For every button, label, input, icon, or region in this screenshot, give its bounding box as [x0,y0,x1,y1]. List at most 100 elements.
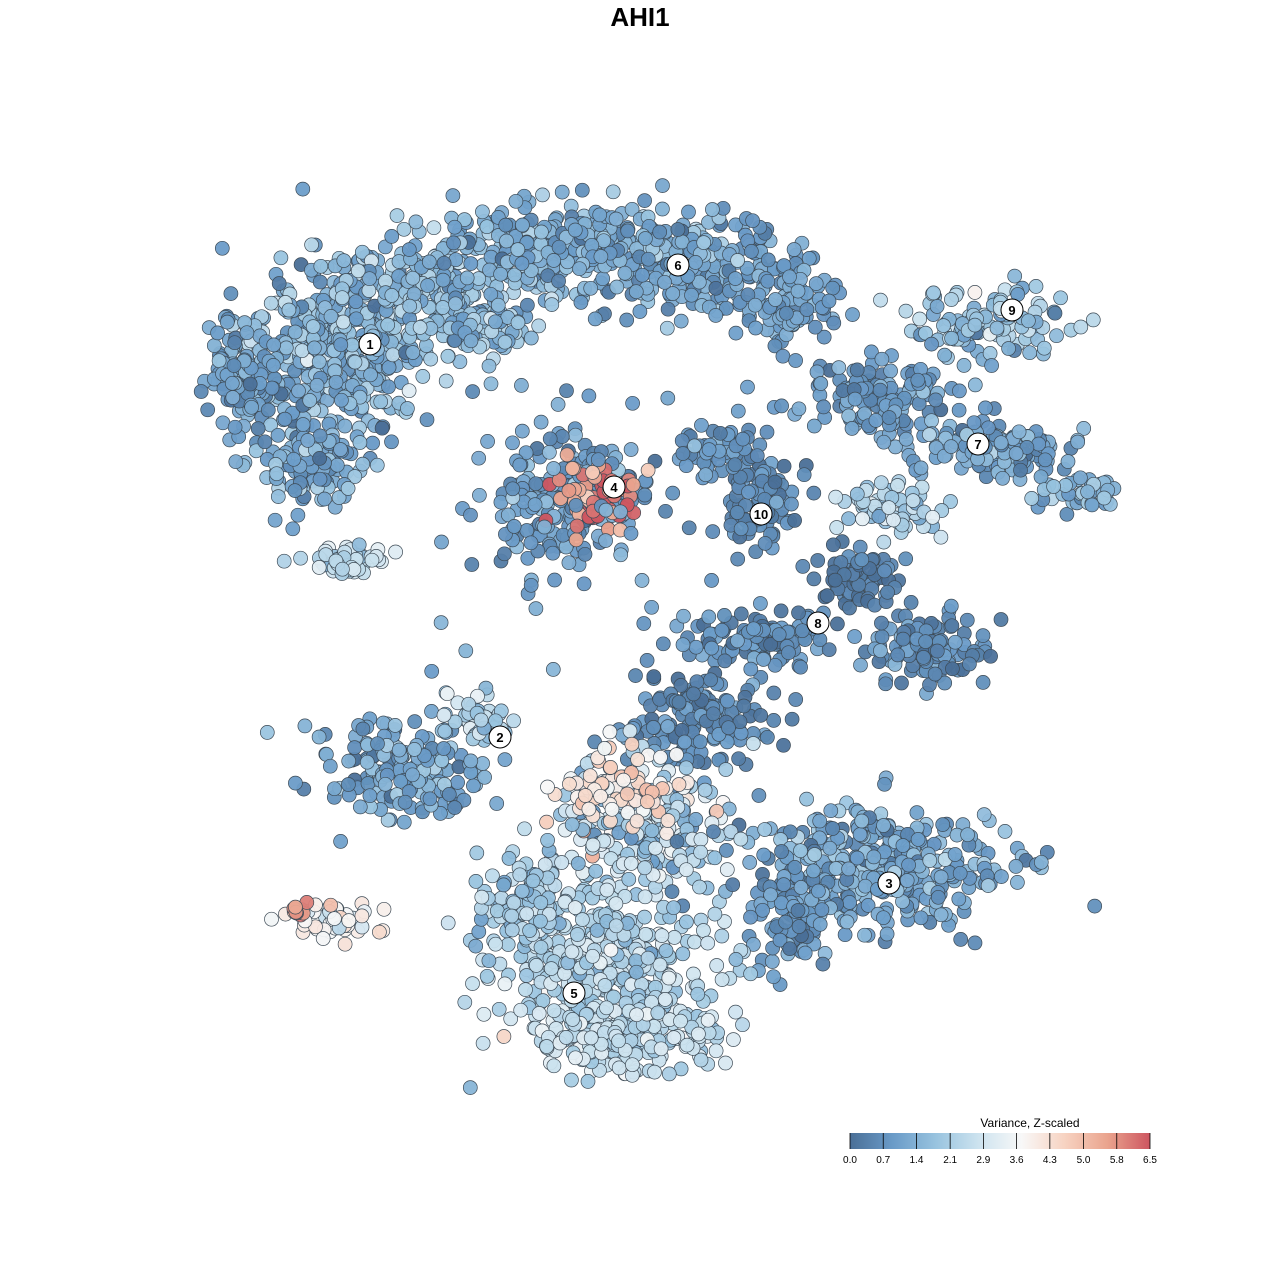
cell-point [290,507,306,523]
cell-point [491,1001,507,1017]
cell-point [845,307,860,322]
cell-point [925,509,940,525]
cell-point [667,930,682,945]
cell-point [677,734,692,750]
cell-point [700,935,716,951]
cell-point [585,837,601,853]
cell-point [440,915,456,931]
cell-point [554,184,570,200]
cell-point [352,799,368,815]
cell-point [993,612,1009,627]
cell-point [302,393,318,408]
cell-point [912,311,928,327]
cell-point [929,299,945,314]
cell-point [653,749,668,765]
cell-point [1085,312,1101,328]
cell-point [412,320,428,335]
cell-point [210,325,225,341]
cell-point [849,362,865,378]
cell-point [313,258,329,274]
cell-point [873,292,888,308]
cell-point [876,910,891,926]
cell-point [714,972,730,987]
cell-point [745,213,760,229]
cell-point [670,222,686,237]
cell-point [909,805,925,820]
cell-point [309,377,325,393]
cell-point [744,244,759,259]
cell-point [730,551,746,567]
cell-point [757,536,773,551]
cell-point [1011,424,1027,440]
cell-point [381,360,397,375]
cell-point [757,822,773,837]
cell-point [381,379,396,395]
cell-point [322,758,338,774]
cell-point [886,512,901,528]
cell-point [841,408,857,424]
cell-point [384,434,399,450]
cell-point [496,1029,512,1044]
cell-point [540,779,555,795]
cell-point [294,343,310,359]
cell-point [669,747,684,762]
cell-point [323,309,339,324]
colorbar-gradient [850,1133,1150,1149]
cell-point [617,265,633,281]
cell-point [655,178,670,193]
cell-point [905,493,921,508]
cell-point [898,303,914,319]
cell-point [807,319,823,335]
cell-point [396,221,412,237]
cell-point [504,922,520,938]
cell-point [424,704,439,719]
cell-point [445,188,461,203]
cell-point [640,794,655,810]
cell-point [808,276,824,291]
cell-point [514,256,530,271]
cell-point [741,484,756,500]
cell-point [1046,479,1061,494]
cell-point [781,645,796,661]
cell-point [640,251,656,267]
cell-point [797,945,813,961]
cell-point [671,694,687,710]
cell-point [1080,484,1095,500]
cell-point [533,414,549,430]
cell-point [881,410,897,425]
cell-point [473,712,489,728]
cell-point [468,938,484,954]
cluster-label: 10 [749,502,773,526]
cell-point [590,452,606,468]
cell-point [634,573,650,588]
cell-point [616,772,631,788]
cell-point [347,354,363,370]
cell-point [266,358,281,373]
cell-point [806,418,822,434]
cell-point [660,813,676,828]
cell-point [937,347,952,363]
colorbar-tick-label: 1.4 [910,1155,924,1166]
cell-point [436,741,452,756]
cell-point [293,550,308,566]
cell-point [457,994,473,1010]
cell-point [661,1066,677,1082]
cell-point [464,557,480,572]
cell-point [458,643,474,659]
cell-point [967,935,983,951]
cell-point [595,271,611,287]
cell-point [537,519,552,535]
cell-point [708,280,724,296]
cell-point [855,511,870,527]
cell-point [782,941,798,957]
cell-point [690,986,706,1002]
cell-point [647,1064,662,1080]
cell-point [959,612,975,628]
cell-point [673,1013,688,1029]
cell-point [370,736,385,752]
cell-point [333,337,349,353]
cell-point [535,993,551,1008]
cell-point [671,777,687,792]
chart-title: AHI1 [610,2,670,32]
cell-point [755,902,770,918]
